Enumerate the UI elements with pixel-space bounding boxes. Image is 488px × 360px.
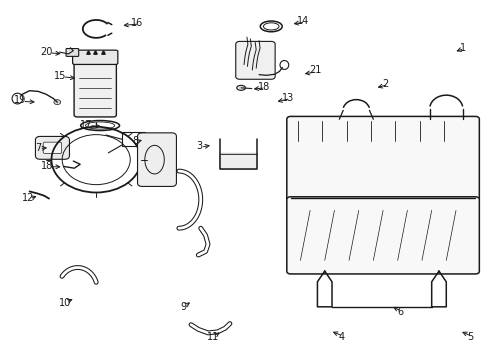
FancyBboxPatch shape	[137, 133, 176, 186]
Text: 10: 10	[59, 298, 71, 308]
Text: 6: 6	[396, 307, 402, 317]
Text: 12: 12	[22, 193, 34, 203]
Text: 13: 13	[282, 93, 294, 103]
FancyBboxPatch shape	[286, 197, 478, 274]
Text: 16: 16	[131, 18, 143, 28]
Text: 18: 18	[41, 161, 53, 171]
FancyBboxPatch shape	[219, 153, 257, 170]
Text: 14: 14	[296, 16, 308, 26]
Text: 17: 17	[80, 120, 92, 130]
Text: 11: 11	[206, 332, 219, 342]
FancyBboxPatch shape	[74, 61, 116, 117]
Text: 5: 5	[467, 332, 473, 342]
FancyBboxPatch shape	[235, 41, 275, 79]
FancyBboxPatch shape	[286, 116, 478, 201]
Text: 3: 3	[196, 141, 203, 151]
Text: 4: 4	[338, 332, 344, 342]
Text: 2: 2	[382, 78, 388, 89]
Text: 8: 8	[132, 136, 138, 146]
Text: 7: 7	[35, 143, 41, 153]
Circle shape	[54, 100, 61, 105]
FancyBboxPatch shape	[43, 142, 61, 154]
Text: 15: 15	[54, 71, 66, 81]
Text: 9: 9	[180, 302, 186, 312]
FancyBboxPatch shape	[35, 136, 69, 159]
Text: 19: 19	[14, 95, 26, 105]
Text: 18: 18	[257, 82, 269, 92]
Text: 1: 1	[459, 43, 466, 53]
Ellipse shape	[236, 85, 245, 90]
Text: 21: 21	[308, 65, 321, 75]
Bar	[122, 132, 145, 146]
FancyBboxPatch shape	[66, 49, 79, 57]
Text: 20: 20	[40, 47, 52, 57]
FancyBboxPatch shape	[73, 50, 118, 64]
